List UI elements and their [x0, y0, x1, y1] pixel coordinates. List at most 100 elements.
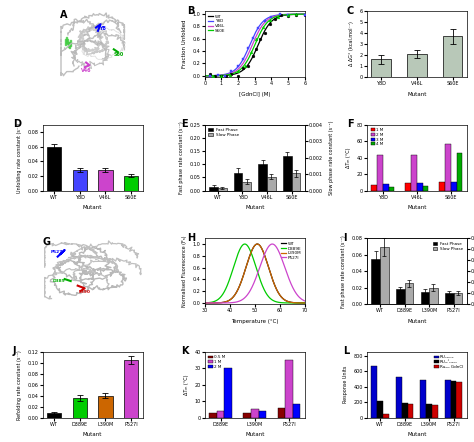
Bar — [432, 405, 438, 418]
Bar — [124, 360, 138, 418]
Point — [228, 70, 235, 77]
S60E — [302, 11, 308, 17]
Bar — [251, 409, 258, 418]
Point — [268, 13, 275, 20]
Point — [239, 55, 247, 62]
Y8D — [202, 73, 208, 78]
Point — [247, 49, 255, 56]
Point — [292, 11, 300, 18]
Bar — [380, 247, 389, 304]
Y8D — [274, 12, 280, 18]
WT — [242, 66, 247, 72]
Bar — [396, 290, 405, 304]
L390M — [275, 289, 281, 294]
Bar — [293, 404, 300, 418]
WT — [302, 11, 308, 17]
Bar — [405, 283, 413, 304]
Point — [301, 12, 309, 19]
Text: H: H — [187, 233, 195, 243]
Bar — [401, 403, 408, 418]
Legend: 1 M, 2 M, 3 M, 4 M: 1 M, 2 M, 3 M, 4 M — [369, 127, 385, 148]
Point — [218, 72, 225, 80]
Bar — [445, 144, 451, 191]
Y-axis label: Unfolding rate constant (s⁻¹): Unfolding rate constant (s⁻¹) — [17, 122, 22, 193]
Y-axis label: Normalised Fluorescence (Fₙ): Normalised Fluorescence (Fₙ) — [182, 236, 187, 307]
Bar — [456, 153, 462, 191]
Point — [214, 71, 222, 78]
P527I — [242, 295, 247, 301]
Bar — [396, 377, 401, 418]
L390M — [274, 288, 280, 293]
Text: L390: L390 — [79, 290, 91, 294]
Point — [218, 72, 225, 80]
Bar — [99, 170, 112, 191]
P527I — [275, 247, 281, 252]
Bar — [423, 187, 428, 191]
S60E — [235, 69, 240, 74]
Point — [206, 72, 214, 79]
X-axis label: [GdnCl] (M): [GdnCl] (M) — [239, 92, 271, 97]
Text: I: I — [343, 233, 346, 243]
Bar — [411, 155, 417, 191]
D389E — [242, 241, 247, 247]
Bar — [285, 360, 293, 418]
Bar — [451, 182, 456, 191]
Line: V46L: V46L — [205, 14, 305, 76]
Bar — [420, 380, 426, 418]
X-axis label: Mutant: Mutant — [407, 319, 427, 324]
S60E — [214, 73, 219, 78]
D389E — [214, 297, 219, 303]
Y-axis label: ΔTₘ (°C): ΔTₘ (°C) — [346, 147, 351, 168]
Point — [244, 62, 252, 69]
Point — [266, 17, 273, 24]
P527I — [235, 299, 240, 305]
Point — [234, 62, 242, 69]
Line: D389E: D389E — [205, 244, 305, 303]
WT — [255, 241, 260, 247]
Text: E: E — [181, 119, 187, 130]
Point — [276, 11, 283, 18]
P527I — [274, 246, 280, 251]
Point — [259, 23, 267, 30]
Point — [223, 72, 230, 80]
Bar — [445, 380, 451, 418]
X-axis label: Mutant: Mutant — [407, 92, 427, 97]
Bar — [218, 188, 227, 191]
Point — [278, 11, 285, 18]
Legend: WT, Y8D, V46L, S60E: WT, Y8D, V46L, S60E — [207, 13, 227, 34]
Point — [234, 68, 242, 75]
Line: Y8D: Y8D — [205, 14, 305, 76]
V46L — [242, 59, 247, 64]
Line: P527I: P527I — [205, 244, 305, 303]
Bar — [267, 176, 276, 191]
Bar — [429, 288, 438, 304]
X-axis label: Mutant: Mutant — [245, 432, 264, 438]
Line: S60E: S60E — [205, 14, 305, 76]
Bar — [439, 182, 445, 191]
D389E — [265, 293, 271, 298]
Bar — [210, 413, 217, 418]
D389E — [275, 300, 281, 305]
Point — [255, 24, 262, 31]
Bar — [383, 414, 389, 418]
L390M — [255, 241, 260, 247]
Bar — [372, 366, 377, 418]
S60E — [202, 73, 208, 78]
S60E — [274, 14, 280, 19]
Line: WT: WT — [205, 244, 305, 303]
L390M — [235, 288, 240, 293]
Point — [284, 13, 292, 20]
X-axis label: Mutant: Mutant — [83, 432, 102, 438]
V46L — [302, 11, 308, 17]
V46L — [265, 17, 271, 23]
Y-axis label: Fraction Unfolded: Fraction Unfolded — [182, 20, 187, 69]
V46L — [235, 67, 240, 72]
Point — [274, 14, 282, 21]
Bar — [377, 401, 383, 418]
Point — [266, 20, 273, 27]
Bar — [283, 156, 292, 191]
Text: D389: D389 — [53, 279, 65, 283]
Text: D: D — [13, 119, 21, 130]
Point — [226, 72, 234, 79]
Text: V46: V46 — [81, 68, 91, 73]
